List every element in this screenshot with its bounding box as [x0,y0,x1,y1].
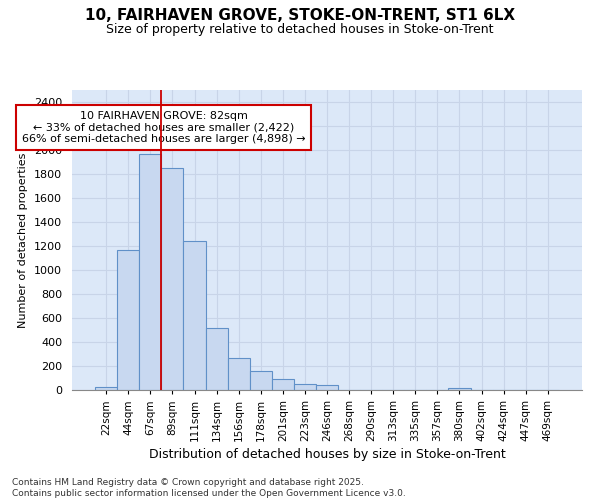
Text: 10, FAIRHAVEN GROVE, STOKE-ON-TRENT, ST1 6LX: 10, FAIRHAVEN GROVE, STOKE-ON-TRENT, ST1… [85,8,515,22]
Bar [272,379,294,390]
Bar [139,154,161,390]
Bar [161,168,184,390]
Bar [117,250,139,390]
Bar [316,385,338,390]
Bar [184,241,206,390]
Text: Size of property relative to detached houses in Stoke-on-Trent: Size of property relative to detached ho… [106,22,494,36]
Bar [448,388,470,390]
Bar [250,372,272,390]
Bar [227,358,250,390]
Text: 10 FAIRHAVEN GROVE: 82sqm
← 33% of detached houses are smaller (2,422)
66% of se: 10 FAIRHAVEN GROVE: 82sqm ← 33% of detac… [22,111,305,144]
X-axis label: Distribution of detached houses by size in Stoke-on-Trent: Distribution of detached houses by size … [149,448,505,461]
Text: Contains HM Land Registry data © Crown copyright and database right 2025.
Contai: Contains HM Land Registry data © Crown c… [12,478,406,498]
Bar [206,328,227,390]
Bar [294,384,316,390]
Bar [95,386,117,390]
Y-axis label: Number of detached properties: Number of detached properties [19,152,28,328]
